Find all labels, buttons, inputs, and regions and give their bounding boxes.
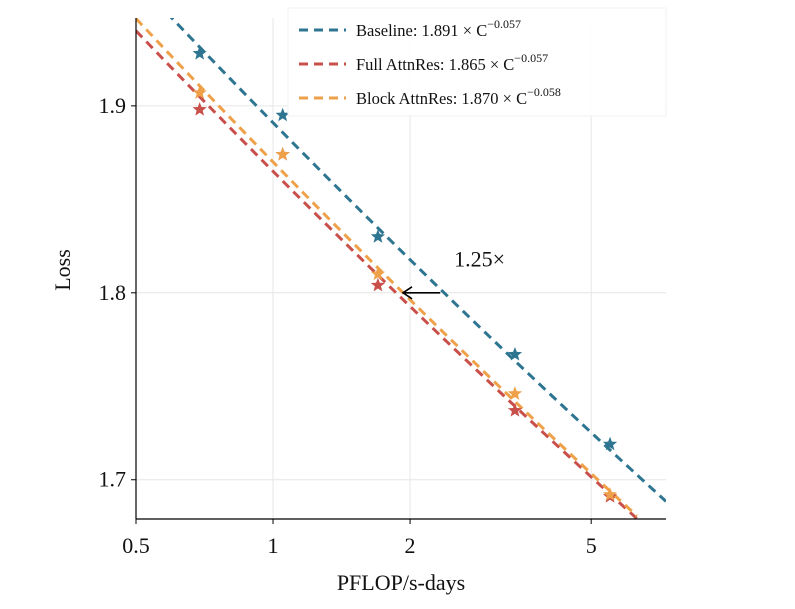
legend-exponent: −0.058 [527, 85, 561, 99]
y-axis-title: Loss [50, 249, 75, 291]
star-point [192, 85, 207, 99]
star-point [275, 146, 290, 161]
x-axis-title: PFLOP/s-days [337, 570, 465, 595]
legend-label: Full AttnRes: 1.865 × C−0.057 [356, 51, 548, 74]
star-point [507, 403, 523, 417]
x-tick-label: 1 [268, 533, 279, 558]
fit-line [136, 29, 638, 519]
star-point [370, 266, 386, 281]
star-point [370, 277, 386, 292]
x-tick-label: 2 [405, 533, 416, 558]
x-tick-label: 0.5 [122, 533, 150, 558]
annotation-text: 1.25× [454, 247, 505, 272]
y-tick-label: 1.7 [99, 467, 127, 492]
legend-exponent: −0.057 [487, 17, 521, 31]
star-point [275, 107, 290, 122]
annotation-arrow-head [401, 286, 413, 300]
speedup-annotation: 1.25× [401, 247, 505, 300]
star-point [370, 229, 386, 243]
star-point [507, 346, 523, 361]
axes [135, 18, 666, 520]
legend-label: Block AttnRes: 1.870 × C−0.058 [356, 85, 561, 108]
legend-box [287, 7, 667, 117]
x-tick-label: 5 [586, 533, 597, 558]
legend-label: Baseline: 1.891 × C−0.057 [356, 17, 521, 40]
star-point [602, 487, 618, 501]
data-points [192, 46, 618, 503]
star-point [192, 102, 207, 116]
fit-lines [136, 18, 666, 519]
x-ticks: 0.5 1 2 5 [122, 519, 597, 558]
star-point [507, 386, 523, 400]
fit-line [136, 18, 638, 518]
y-ticks: 1.7 1.8 1.9 [99, 93, 136, 492]
legend-exponent: −0.057 [514, 51, 548, 65]
fit-line [169, 18, 666, 503]
y-tick-label: 1.9 [99, 93, 127, 118]
star-point [602, 436, 618, 451]
y-tick-label: 1.8 [99, 280, 127, 305]
star-point [192, 46, 207, 60]
legend: Baseline: 1.891 × C−0.057 Full AttnRes: 1… [287, 7, 667, 117]
